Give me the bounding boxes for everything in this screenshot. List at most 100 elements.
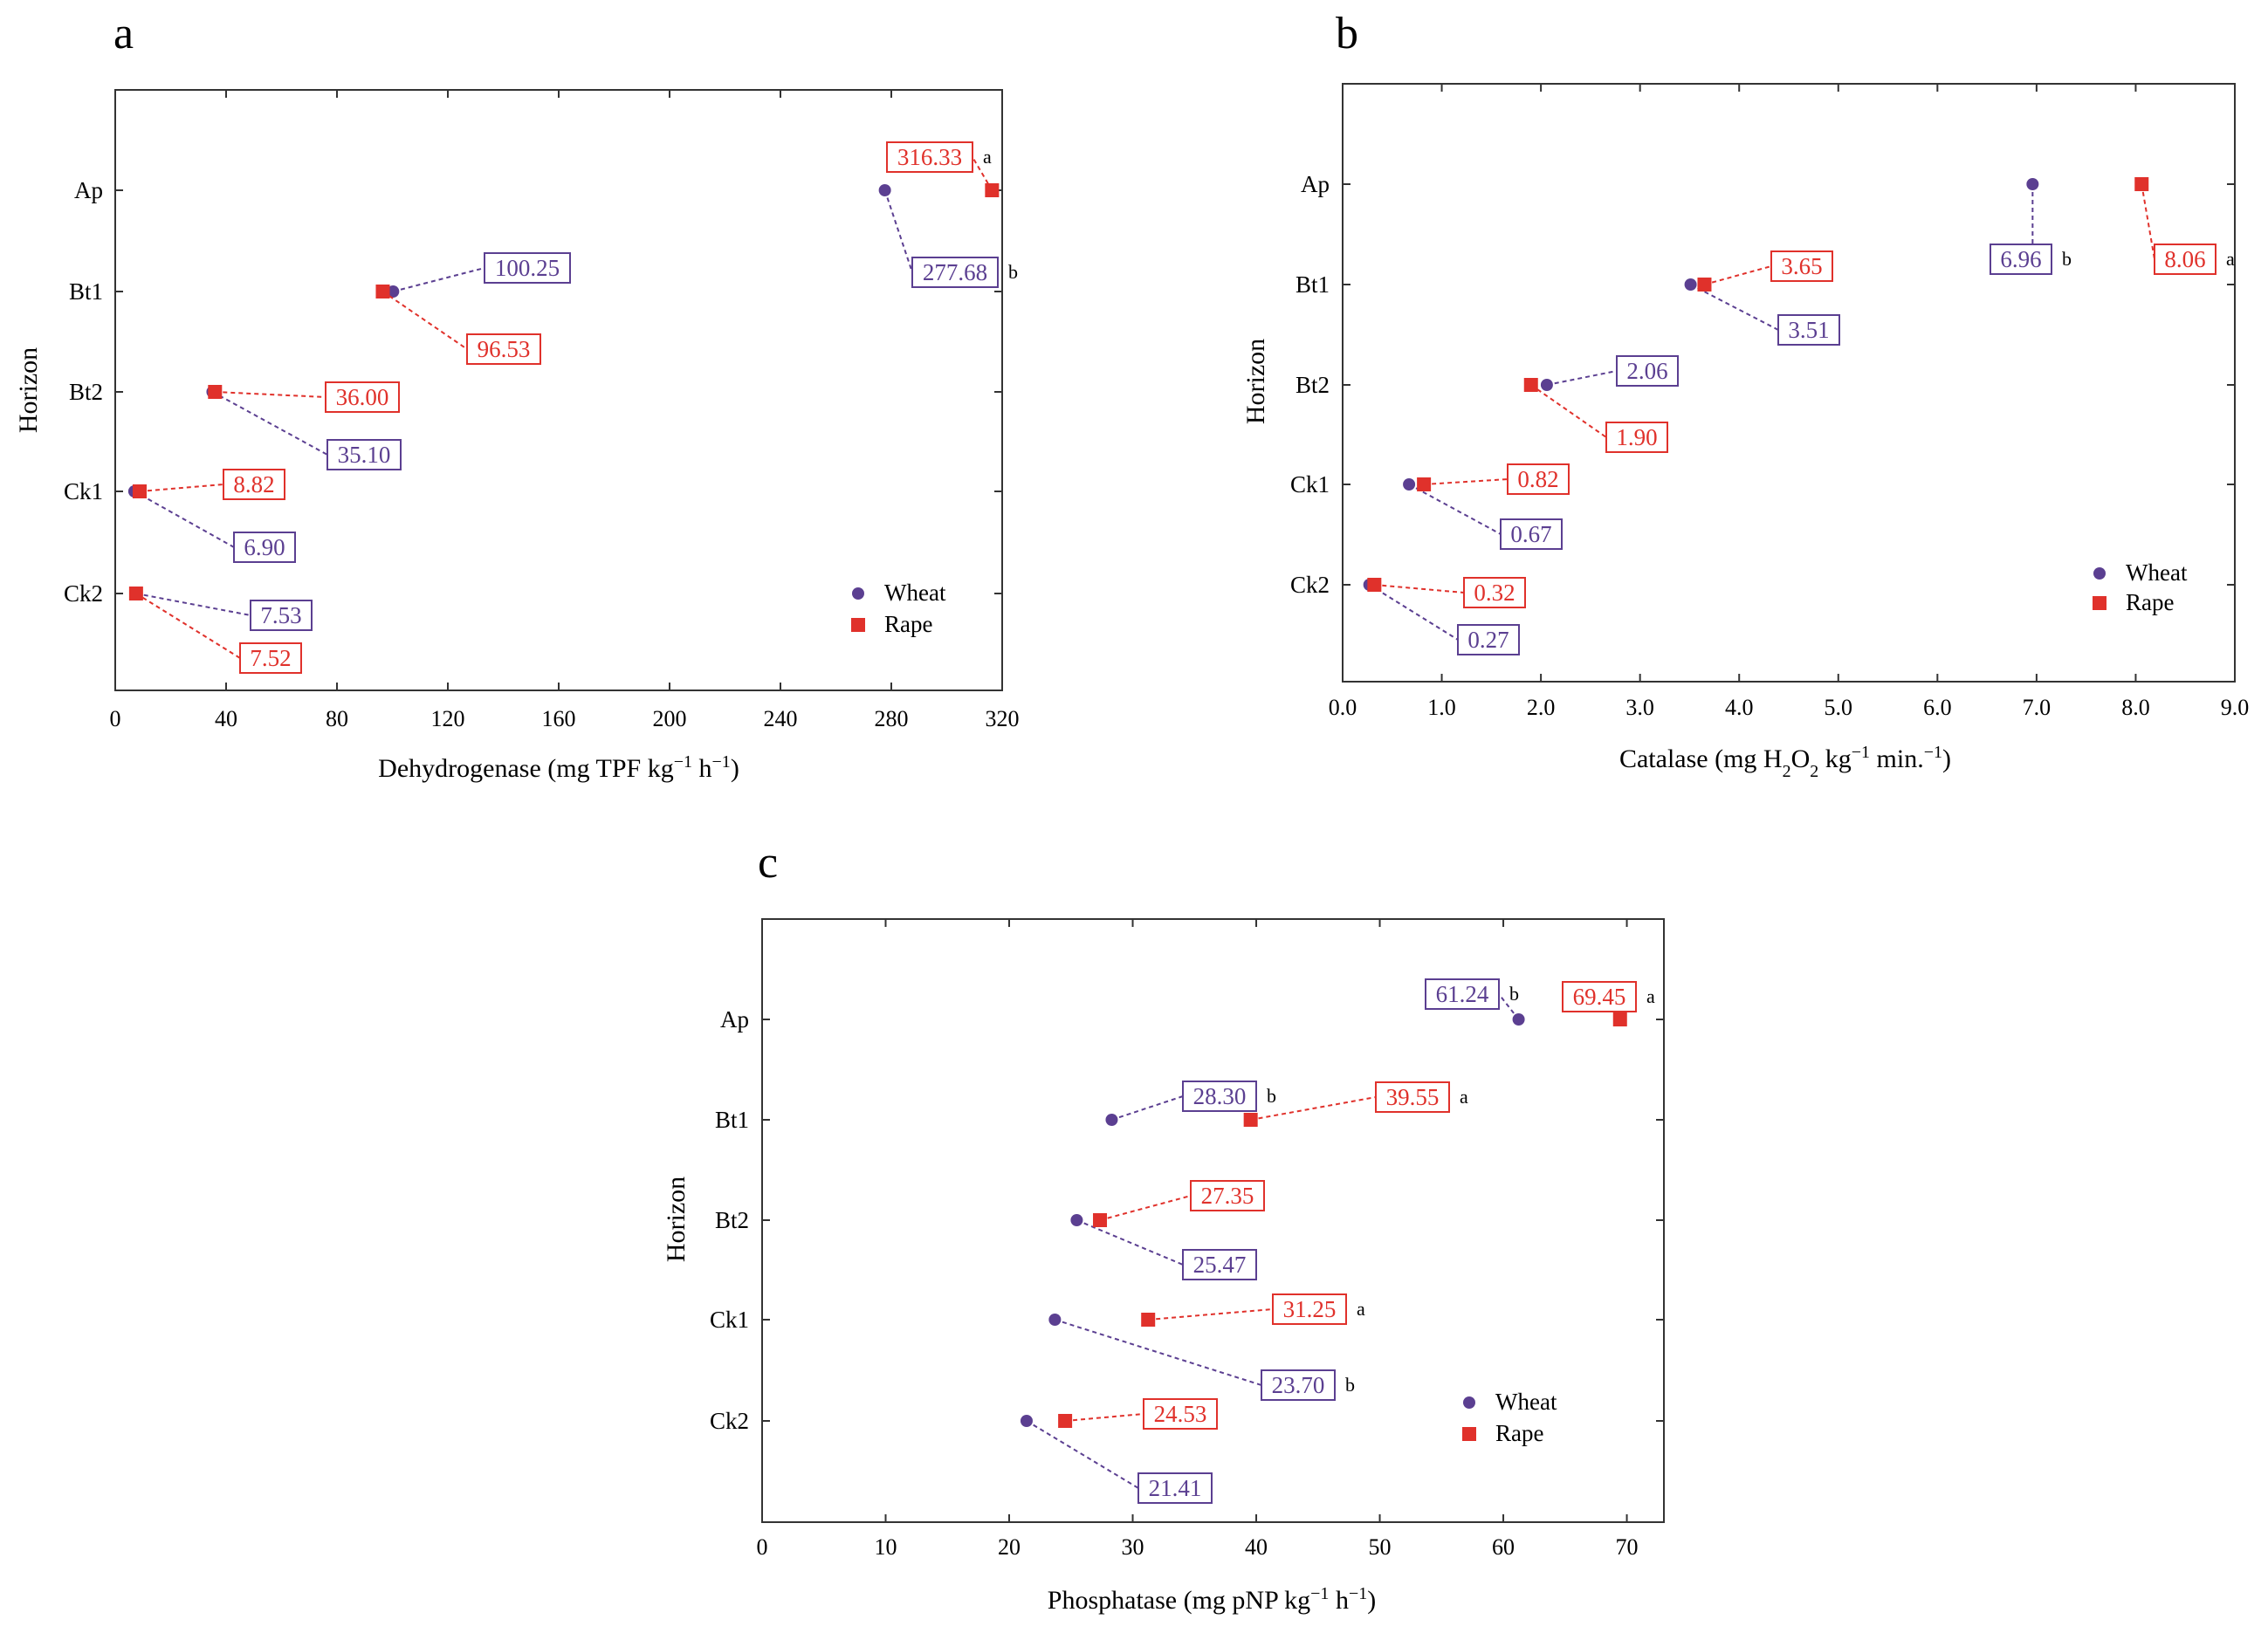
- y-axis-label: Horizon: [14, 347, 43, 433]
- rape-value-label: 69.45: [1573, 984, 1626, 1010]
- wheat-point: [1105, 1114, 1118, 1126]
- rape-value-box: [1770, 250, 1833, 282]
- legend-wheat-marker: [852, 587, 864, 600]
- wheat-value-box: [1137, 1472, 1213, 1504]
- rape-value-label: 36.00: [336, 384, 389, 410]
- wheat-leader-line: [134, 491, 235, 548]
- wheat-value-box: [233, 532, 296, 563]
- x-axis-label-part: Dehydrogenase (mg TPF kg: [378, 754, 674, 783]
- wheat-value-label: 35.10: [338, 442, 391, 468]
- wheat-value-label: 61.24: [1436, 981, 1489, 1007]
- x-axis-label-part: 2: [1783, 762, 1791, 781]
- wheat-value-label: 28.30: [1193, 1083, 1247, 1109]
- wheat-value-box: [1500, 518, 1563, 550]
- rape-value-box: [1507, 463, 1570, 495]
- y-category-label: Bt2: [1296, 372, 1330, 398]
- rape-value-label: 0.82: [1517, 466, 1558, 492]
- legend-wheat-marker: [2093, 567, 2106, 580]
- plot-frame: [114, 89, 1003, 691]
- wheat-point: [878, 184, 891, 196]
- rape-value-box: [1605, 422, 1668, 453]
- wheat-value-box: [1990, 244, 2052, 275]
- rape-point: [1058, 1414, 1073, 1428]
- legend-rape-label: Rape: [884, 611, 932, 637]
- rape-value-label: 8.06: [2164, 246, 2205, 272]
- wheat-leader-line: [1690, 284, 1779, 331]
- wheat-value-label: 21.41: [1149, 1475, 1202, 1501]
- rape-point: [1141, 1313, 1156, 1327]
- wheat-leader-line: [883, 189, 913, 273]
- rape-leader-line: [972, 156, 993, 191]
- rape-point: [1612, 1012, 1627, 1026]
- rape-leader-line: [135, 593, 241, 659]
- chart-panel-b: b 0.0 1.0 2.0 3.0 4.0 5.0 6.0 7.0 8.0 9.0 Ap Bt1 Bt2 C…: [1241, 9, 2249, 781]
- significance-letter: b: [2062, 248, 2072, 270]
- x-axis-label-part: −1: [1852, 743, 1870, 762]
- rape-value-box: [239, 642, 302, 674]
- y-category-label: Ap: [74, 177, 103, 203]
- x-tick-label: 4.0: [1725, 695, 1754, 720]
- y-axis-label: Horizon: [1241, 339, 1270, 424]
- rape-leader-line: [1704, 265, 1772, 285]
- rape-point: [133, 484, 148, 498]
- wheat-value-label: 23.70: [1272, 1372, 1325, 1398]
- x-tick-label: 160: [542, 706, 576, 731]
- wheat-value-label: 277.68: [923, 259, 987, 285]
- y-category-label: Bt2: [69, 379, 103, 405]
- wheat-value-box: [1182, 1249, 1257, 1280]
- wheat-point: [1048, 1314, 1062, 1326]
- legend-wheat-label: Wheat: [2126, 559, 2188, 586]
- wheat-point: [1540, 379, 1553, 391]
- wheat-value-label: 3.51: [1788, 317, 1829, 343]
- wheat-value-box: [1616, 355, 1679, 387]
- x-tick-label: 280: [875, 706, 909, 731]
- x-axis-label-part: ): [1942, 744, 1951, 773]
- y-category-label: Ck1: [1290, 471, 1330, 497]
- significance-letter: b: [1345, 1374, 1355, 1396]
- rape-point: [375, 285, 390, 298]
- y-category-label: Ck1: [710, 1307, 749, 1333]
- rape-point: [985, 183, 1000, 197]
- wheat-value-box: [1182, 1081, 1257, 1112]
- x-axis-label-part: −1: [1924, 743, 1942, 762]
- significance-letter: a: [983, 146, 992, 168]
- rape-leader-line: [381, 291, 468, 350]
- x-tick-label: 120: [431, 706, 465, 731]
- x-axis-label-part: −1: [1310, 1584, 1329, 1603]
- rape-value-label: 0.32: [1474, 580, 1515, 606]
- x-axis-label-part: Phosphatase (mg pNP kg: [1048, 1586, 1310, 1615]
- x-axis-label-part: h: [1329, 1586, 1349, 1615]
- y-category-label: Ck2: [64, 580, 103, 607]
- rape-value-label: 31.25: [1283, 1296, 1337, 1322]
- y-category-label: Ck2: [1290, 572, 1330, 598]
- wheat-leader-line: [1076, 1219, 1184, 1266]
- wheat-leader-line: [1111, 1095, 1184, 1121]
- x-tick-label: 10: [875, 1534, 897, 1560]
- rape-leader-line: [2141, 183, 2155, 260]
- wheat-value-label: 0.67: [1510, 521, 1551, 547]
- rape-value-box: [466, 333, 541, 365]
- x-axis-label: Catalase (mg H2O2 kg−1 min.−1): [1619, 743, 1951, 781]
- rape-value-box: [1562, 981, 1637, 1012]
- x-axis-label: Dehydrogenase (mg TPF kg−1 h−1): [378, 752, 739, 783]
- rape-value-box: [1272, 1293, 1347, 1325]
- x-tick-label: 6.0: [1923, 695, 1952, 720]
- rape-value-label: 24.53: [1154, 1401, 1207, 1427]
- x-tick-label: 0: [110, 706, 121, 731]
- wheat-value-box: [1777, 314, 1840, 346]
- y-category-label: Bt1: [1296, 271, 1330, 298]
- legend: Wheat Rape: [1462, 1389, 1557, 1446]
- rape-value-box: [2154, 244, 2216, 275]
- rape-leader-line: [1530, 384, 1607, 438]
- wheat-point: [1512, 1013, 1525, 1026]
- rape-leader-line: [1424, 478, 1509, 485]
- legend-wheat-label: Wheat: [884, 580, 946, 606]
- significance-letter: b: [1008, 261, 1018, 283]
- rape-point: [128, 587, 143, 600]
- legend-rape-marker: [1462, 1427, 1476, 1441]
- wheat-point: [1403, 478, 1416, 491]
- x-tick-label: 80: [326, 706, 348, 731]
- rape-value-box: [325, 381, 400, 413]
- rape-leader-line: [1065, 1413, 1144, 1422]
